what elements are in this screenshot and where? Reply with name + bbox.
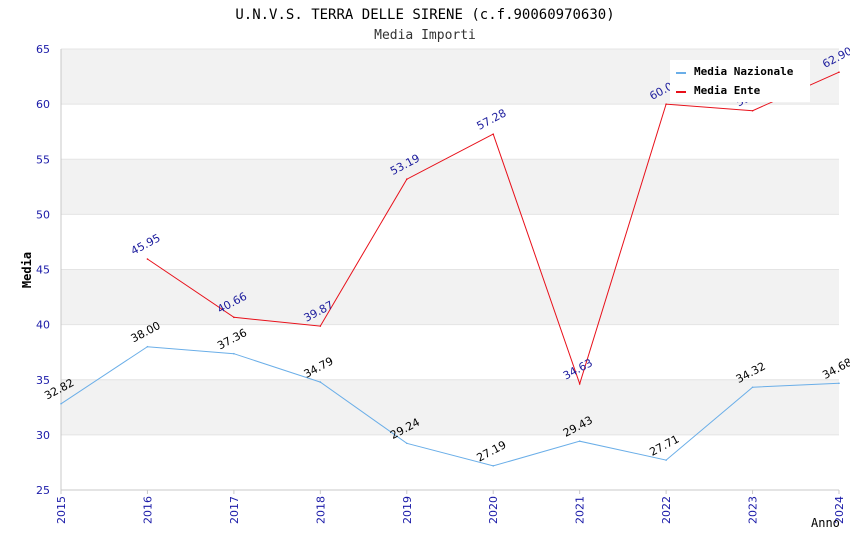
x-tick-label: 2021 [574,496,587,524]
x-tick-label: 2023 [747,496,760,524]
y-tick-label: 35 [36,374,50,387]
x-tick-label: 2018 [314,496,327,524]
data-point [838,71,840,73]
chart-title: U.N.V.S. TERRA DELLE SIRENE (c.f.9006097… [235,7,614,23]
x-tick-label: 2020 [487,496,500,524]
x-tick-label: 2015 [55,496,68,524]
grid-band [61,159,839,215]
grid-bands [60,48,839,491]
data-point [578,440,581,442]
data-point [405,442,408,445]
x-tick-label: 2019 [401,496,414,524]
data-point [492,465,495,467]
legend-box [670,60,810,102]
series-lines [60,71,840,467]
x-axis-label: Anno [811,516,840,530]
legend: Media Nazionale Media Ente [670,60,810,102]
data-point [233,316,235,319]
x-tick-label: 2022 [660,496,673,524]
y-axis-label: Media [20,252,34,288]
y-tick-label: 60 [36,98,50,111]
grid-band [61,434,839,490]
grid-band [61,269,839,325]
data-point [233,352,235,355]
data-point [405,178,408,181]
legend-label: Media Nazionale [694,65,794,78]
data-point [146,258,149,260]
data-point [751,109,754,112]
data-point [838,382,840,385]
legend-label: Media Ente [694,84,761,97]
grid-band [61,104,839,160]
series-line-0 [60,346,840,467]
y-tick-label: 25 [36,484,50,497]
data-point [60,402,62,405]
chart-subtitle: Media Importi [374,28,476,43]
y-axis-ticks: 25 30 35 40 45 50 55 60 65 [36,43,50,497]
y-tick-label: 50 [36,208,50,221]
x-tick-label: 2024 [833,496,846,524]
x-tick-label: 2017 [228,496,241,524]
data-point [665,103,667,105]
data-point [319,381,322,383]
grid-band [61,324,839,380]
grid-band [61,379,839,435]
data-point [492,133,495,135]
x-tick-label: 2016 [141,496,154,524]
data-point [665,459,667,461]
data-point [319,325,322,327]
data-point [146,345,149,348]
y-tick-label: 40 [36,319,50,332]
y-tick-label: 30 [36,429,50,442]
y-tick-label: 45 [36,264,50,277]
data-point [751,386,754,389]
grid-band [61,214,839,270]
y-tick-label: 65 [36,43,50,56]
data-point [578,383,581,385]
x-axis-ticks: 2015 2016 2017 2018 2019 2020 2021 2022 2023 2024 [55,490,846,524]
y-tick-label: 55 [36,153,50,166]
